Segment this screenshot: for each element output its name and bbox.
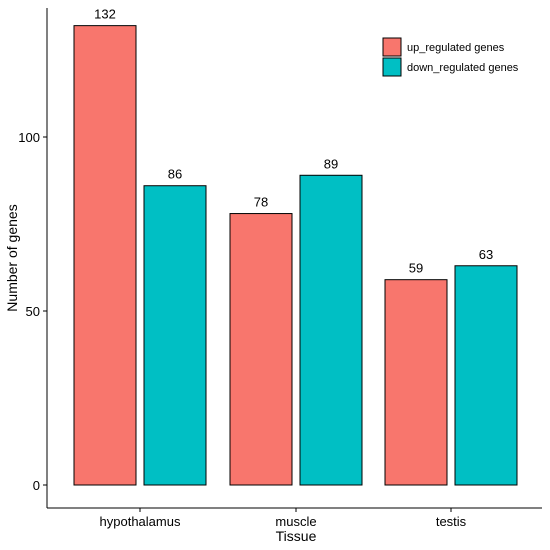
bar-muscle-down [299,174,363,486]
bar-testis-up [384,279,448,486]
data-label-hypothalamus-up: 132 [94,7,116,22]
x-tick-label-testis: testis [436,514,467,529]
data-label-testis-up: 59 [409,261,423,276]
legend: up_regulated genes down_regulated genes [382,37,519,77]
x-tick-label-muscle: muscle [275,514,316,529]
axes-group [46,8,542,509]
y-ticks-group: 0 50 100 [18,130,47,493]
y-tick-label: 0 [33,478,40,493]
x-tick-label-hypothalamus: hypothalamus [100,514,181,529]
legend-label-down: down_regulated genes [407,62,519,74]
data-labels-group: 132 78 59 86 89 63 [94,7,493,276]
bar-testis-down [454,265,518,486]
legend-swatch-down [382,57,402,77]
data-label-testis-down: 63 [479,247,493,262]
bar-hypothalamus-down [143,185,207,486]
legend-label-up: up_regulated genes [407,42,505,54]
y-tick-label: 100 [18,130,40,145]
x-ticks-group: hypothalamus muscle testis [100,508,467,529]
x-axis-title: Tissue [276,528,317,544]
data-label-hypothalamus-down: 86 [168,167,182,182]
y-tick-label: 50 [26,304,40,319]
bar-muscle-up [229,213,293,486]
bars-group [73,25,518,486]
y-axis-title: Number of genes [4,204,20,311]
legend-swatch-up [382,37,402,57]
data-label-muscle-up: 78 [254,195,268,210]
bar-hypothalamus-up [73,25,137,486]
data-label-muscle-down: 89 [324,156,338,171]
